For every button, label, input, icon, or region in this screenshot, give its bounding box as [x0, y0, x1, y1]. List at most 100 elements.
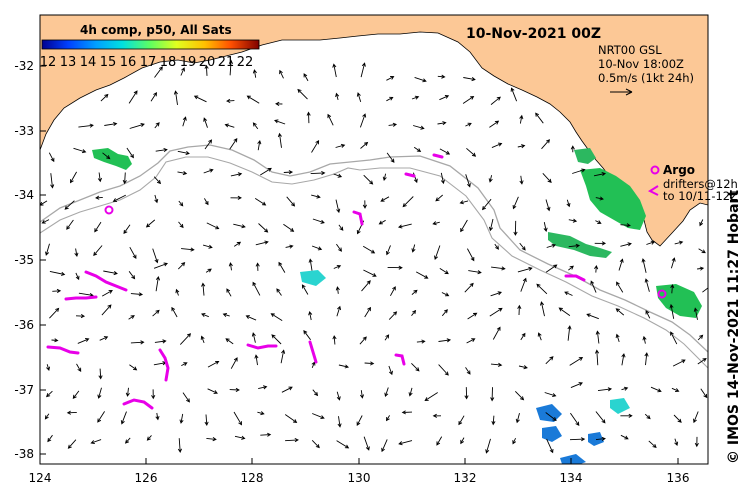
current-vector	[312, 218, 325, 224]
current-vector	[120, 411, 127, 425]
current-vector	[545, 264, 558, 273]
argo-legend-time: to 10/11-12Z	[663, 189, 738, 203]
current-legend-source: NRT00 GSL	[598, 43, 662, 57]
current-vector	[312, 413, 325, 420]
current-vector	[359, 336, 367, 345]
argo-track-2	[64, 295, 98, 301]
current-vector	[45, 243, 50, 256]
current-vector	[386, 245, 391, 256]
current-vector	[285, 437, 299, 443]
sst-patch-blue-b	[542, 426, 562, 442]
current-vector	[440, 172, 445, 185]
current-vector	[387, 265, 403, 270]
current-vector	[179, 413, 184, 424]
current-vector	[458, 415, 465, 426]
current-vector	[204, 414, 209, 426]
colorbar-tick-13: 13	[60, 55, 77, 70]
current-vector	[515, 412, 520, 424]
current-vector	[546, 438, 554, 454]
current-vector	[485, 438, 491, 454]
current-vector	[645, 310, 651, 319]
current-vector	[178, 221, 184, 229]
current-vector	[490, 362, 503, 367]
current-vector	[336, 440, 350, 449]
argo-track-7	[308, 340, 318, 364]
current-vector	[567, 325, 572, 341]
current-vector	[270, 313, 283, 321]
argo-track-1	[84, 270, 128, 292]
sst-patch-gulf	[580, 168, 646, 230]
current-vector	[64, 200, 75, 210]
shelf-contour-outer	[40, 144, 708, 353]
argo-track-3	[46, 345, 80, 355]
current-vector	[386, 76, 395, 81]
current-vector	[286, 196, 296, 207]
current-vector	[412, 172, 418, 184]
current-vector	[154, 194, 159, 204]
y-tick-33: -33	[14, 124, 34, 138]
current-vector	[175, 288, 180, 296]
current-vector	[155, 275, 161, 292]
current-vector	[48, 152, 55, 163]
current-vector	[408, 387, 413, 397]
current-vector	[230, 357, 238, 369]
current-vector	[488, 218, 494, 232]
current-vector	[260, 167, 272, 176]
current-vector	[254, 198, 267, 206]
current-vector	[171, 306, 178, 318]
y-axis: -32 -33 -34 -35 -36 -37 -38	[14, 59, 46, 461]
current-vector	[570, 382, 583, 389]
credit-text: © IMOS 14-Nov-2021 11:27 Hobart	[726, 190, 742, 464]
current-vector	[327, 113, 334, 126]
sst-patch-blue-d	[560, 454, 586, 464]
current-vector	[595, 330, 600, 344]
current-vector	[226, 98, 235, 104]
current-vector	[594, 264, 599, 273]
current-vector	[90, 439, 102, 444]
argo-tracks	[46, 153, 667, 410]
current-vector	[593, 171, 607, 177]
current-vector	[519, 114, 524, 124]
argo-legend-label: Argo	[663, 163, 695, 177]
current-vector	[699, 219, 704, 227]
current-vector	[153, 262, 168, 269]
current-vector	[128, 315, 135, 320]
current-vector	[303, 73, 309, 82]
current-vector	[177, 150, 190, 156]
current-vector	[70, 171, 77, 184]
current-vector	[252, 122, 259, 130]
current-vector	[463, 77, 476, 82]
current-vector	[206, 437, 217, 442]
current-vector	[674, 438, 679, 446]
current-vector	[594, 241, 607, 246]
y-tick-35: -35	[14, 253, 34, 267]
argo-legend-track-icon	[647, 185, 659, 196]
current-vector	[271, 334, 282, 345]
current-vector	[49, 270, 66, 276]
current-vector	[356, 92, 362, 103]
current-vector	[401, 410, 413, 415]
colorbar-tick-17: 17	[140, 55, 157, 70]
current-vector	[252, 69, 257, 78]
current-vector	[388, 311, 398, 320]
current-vector	[301, 284, 309, 295]
current-vector	[510, 87, 518, 102]
current-vector	[99, 336, 109, 341]
argo-track-8	[394, 353, 406, 366]
current-vector	[411, 95, 420, 100]
current-vector	[46, 364, 51, 372]
current-vector	[146, 435, 152, 441]
current-vector	[514, 390, 525, 401]
current-vector	[233, 411, 242, 426]
current-vector	[620, 434, 629, 440]
current-vector	[615, 308, 625, 316]
current-vector	[467, 248, 475, 262]
current-vector	[151, 389, 156, 400]
current-vector	[125, 387, 130, 397]
current-vector	[364, 306, 371, 318]
current-vector	[258, 385, 268, 390]
current-vector	[280, 349, 286, 364]
current-vector	[670, 331, 678, 345]
current-vector	[615, 333, 620, 343]
current-vector	[698, 248, 706, 254]
